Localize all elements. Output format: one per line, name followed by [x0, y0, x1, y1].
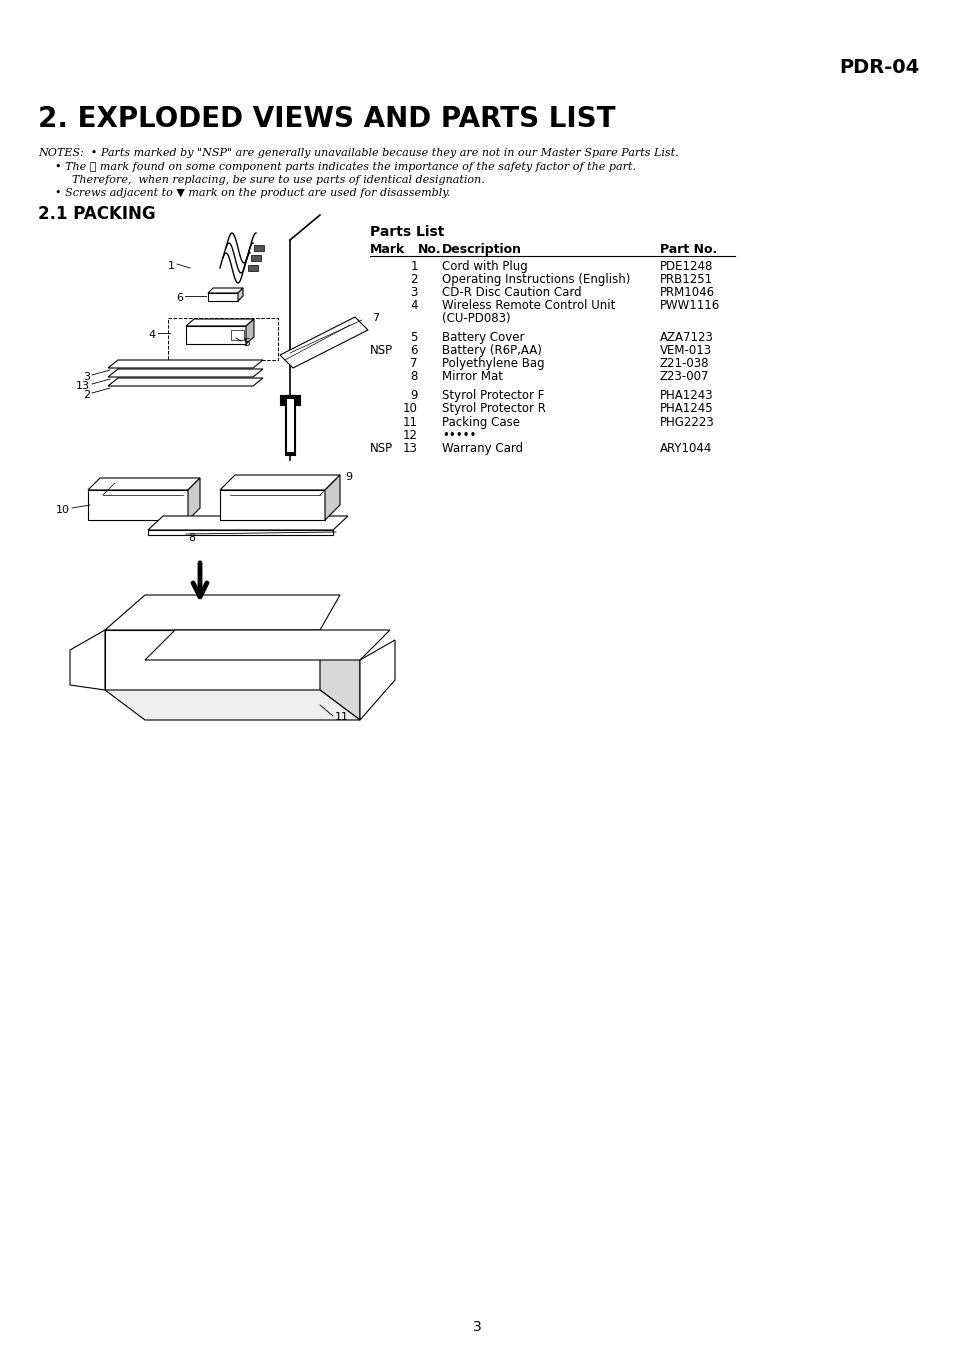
Polygon shape [105, 630, 319, 690]
Polygon shape [70, 630, 105, 690]
Text: Warrany Card: Warrany Card [441, 442, 522, 456]
Text: No.: No. [417, 243, 441, 256]
Text: 2: 2 [410, 274, 417, 286]
Text: AZA7123: AZA7123 [659, 332, 713, 344]
Text: 9: 9 [410, 390, 417, 402]
Polygon shape [105, 690, 359, 720]
Text: 6: 6 [175, 293, 183, 303]
Text: NSP: NSP [370, 442, 393, 456]
Text: Part No.: Part No. [659, 243, 717, 256]
Text: PHA1245: PHA1245 [659, 402, 713, 415]
Polygon shape [220, 474, 339, 491]
Text: NOTES:  • Parts marked by "NSP" are generally unavailable because they are not i: NOTES: • Parts marked by "NSP" are gener… [38, 148, 678, 158]
Text: Mark: Mark [370, 243, 405, 256]
Text: 1: 1 [168, 262, 174, 271]
Text: 3: 3 [472, 1320, 481, 1335]
Text: •••••: ••••• [441, 429, 476, 442]
Polygon shape [108, 377, 263, 386]
Text: Parts List: Parts List [370, 225, 444, 239]
Polygon shape [208, 288, 243, 293]
Polygon shape [319, 630, 359, 720]
Text: (CU-PD083): (CU-PD083) [441, 311, 510, 325]
Text: PWW1116: PWW1116 [659, 299, 720, 311]
Polygon shape [105, 630, 359, 661]
Text: PHG2223: PHG2223 [659, 417, 714, 429]
Text: 5: 5 [410, 332, 417, 344]
Text: 11: 11 [402, 417, 417, 429]
Polygon shape [280, 317, 368, 368]
Polygon shape [186, 319, 253, 326]
Polygon shape [220, 491, 325, 520]
Text: Operating Instructions (English): Operating Instructions (English) [441, 274, 630, 286]
Polygon shape [148, 516, 348, 530]
Text: 9: 9 [345, 472, 352, 483]
Polygon shape [208, 293, 237, 301]
Text: 12: 12 [402, 429, 417, 442]
Text: PHA1243: PHA1243 [659, 390, 713, 402]
Text: • The ⚠ mark found on some component parts indicates the importance of the safet: • The ⚠ mark found on some component par… [55, 162, 636, 173]
Text: Battery Cover: Battery Cover [441, 332, 524, 344]
Text: 6: 6 [410, 344, 417, 357]
Text: 3: 3 [410, 286, 417, 299]
Polygon shape [325, 474, 339, 520]
Text: 4: 4 [149, 330, 156, 340]
Text: ARY1044: ARY1044 [659, 442, 712, 456]
Text: 4: 4 [410, 299, 417, 311]
Text: 10: 10 [403, 402, 417, 415]
Text: Therefore,  when replacing, be sure to use parts of identical designation.: Therefore, when replacing, be sure to us… [71, 175, 484, 185]
Polygon shape [246, 319, 253, 344]
Polygon shape [359, 640, 395, 720]
Text: 11: 11 [335, 712, 349, 723]
Text: PRB1251: PRB1251 [659, 274, 713, 286]
Text: • Screws adjacent to ▼ mark on the product are used for disassembly.: • Screws adjacent to ▼ mark on the produ… [55, 187, 450, 198]
Text: 7: 7 [410, 357, 417, 369]
Text: 13: 13 [403, 442, 417, 456]
Polygon shape [248, 266, 257, 271]
Text: 13: 13 [76, 381, 90, 391]
Text: 8: 8 [410, 369, 417, 383]
Text: Wireless Remote Control Unit: Wireless Remote Control Unit [441, 299, 615, 311]
Text: 2.1 PACKING: 2.1 PACKING [38, 205, 155, 222]
Polygon shape [145, 630, 390, 661]
Text: 3: 3 [83, 372, 90, 381]
Text: 10: 10 [56, 506, 70, 515]
Text: NSP: NSP [370, 344, 393, 357]
Text: VEM-013: VEM-013 [659, 344, 711, 357]
Text: Z21-038: Z21-038 [659, 357, 709, 369]
Polygon shape [108, 369, 263, 377]
Text: Z23-007: Z23-007 [659, 369, 709, 383]
Polygon shape [88, 491, 188, 520]
Text: PRM1046: PRM1046 [659, 286, 715, 299]
Polygon shape [188, 479, 200, 520]
Polygon shape [253, 245, 264, 251]
Text: 8: 8 [188, 532, 195, 543]
Text: 7: 7 [372, 313, 378, 324]
Text: Battery (R6P,AA): Battery (R6P,AA) [441, 344, 541, 357]
Text: Polyethylene Bag: Polyethylene Bag [441, 357, 544, 369]
Text: Cord with Plug: Cord with Plug [441, 260, 527, 274]
Text: 5: 5 [243, 338, 250, 348]
Polygon shape [88, 479, 200, 491]
Text: Styrol Protector R: Styrol Protector R [441, 402, 545, 415]
Text: 2. EXPLODED VIEWS AND PARTS LIST: 2. EXPLODED VIEWS AND PARTS LIST [38, 105, 615, 133]
Text: CD-R Disc Caution Card: CD-R Disc Caution Card [441, 286, 581, 299]
Polygon shape [231, 330, 244, 340]
Polygon shape [237, 288, 243, 301]
Text: Mirror Mat: Mirror Mat [441, 369, 502, 383]
Polygon shape [108, 360, 263, 368]
Polygon shape [251, 255, 261, 262]
Text: Description: Description [441, 243, 521, 256]
Polygon shape [148, 530, 333, 535]
Text: Styrol Protector F: Styrol Protector F [441, 390, 544, 402]
Polygon shape [105, 594, 339, 630]
Text: 2: 2 [83, 390, 90, 400]
Text: Packing Case: Packing Case [441, 417, 519, 429]
Text: 1: 1 [410, 260, 417, 274]
Text: PDR-04: PDR-04 [839, 58, 919, 77]
Text: PDE1248: PDE1248 [659, 260, 713, 274]
Polygon shape [186, 326, 246, 344]
